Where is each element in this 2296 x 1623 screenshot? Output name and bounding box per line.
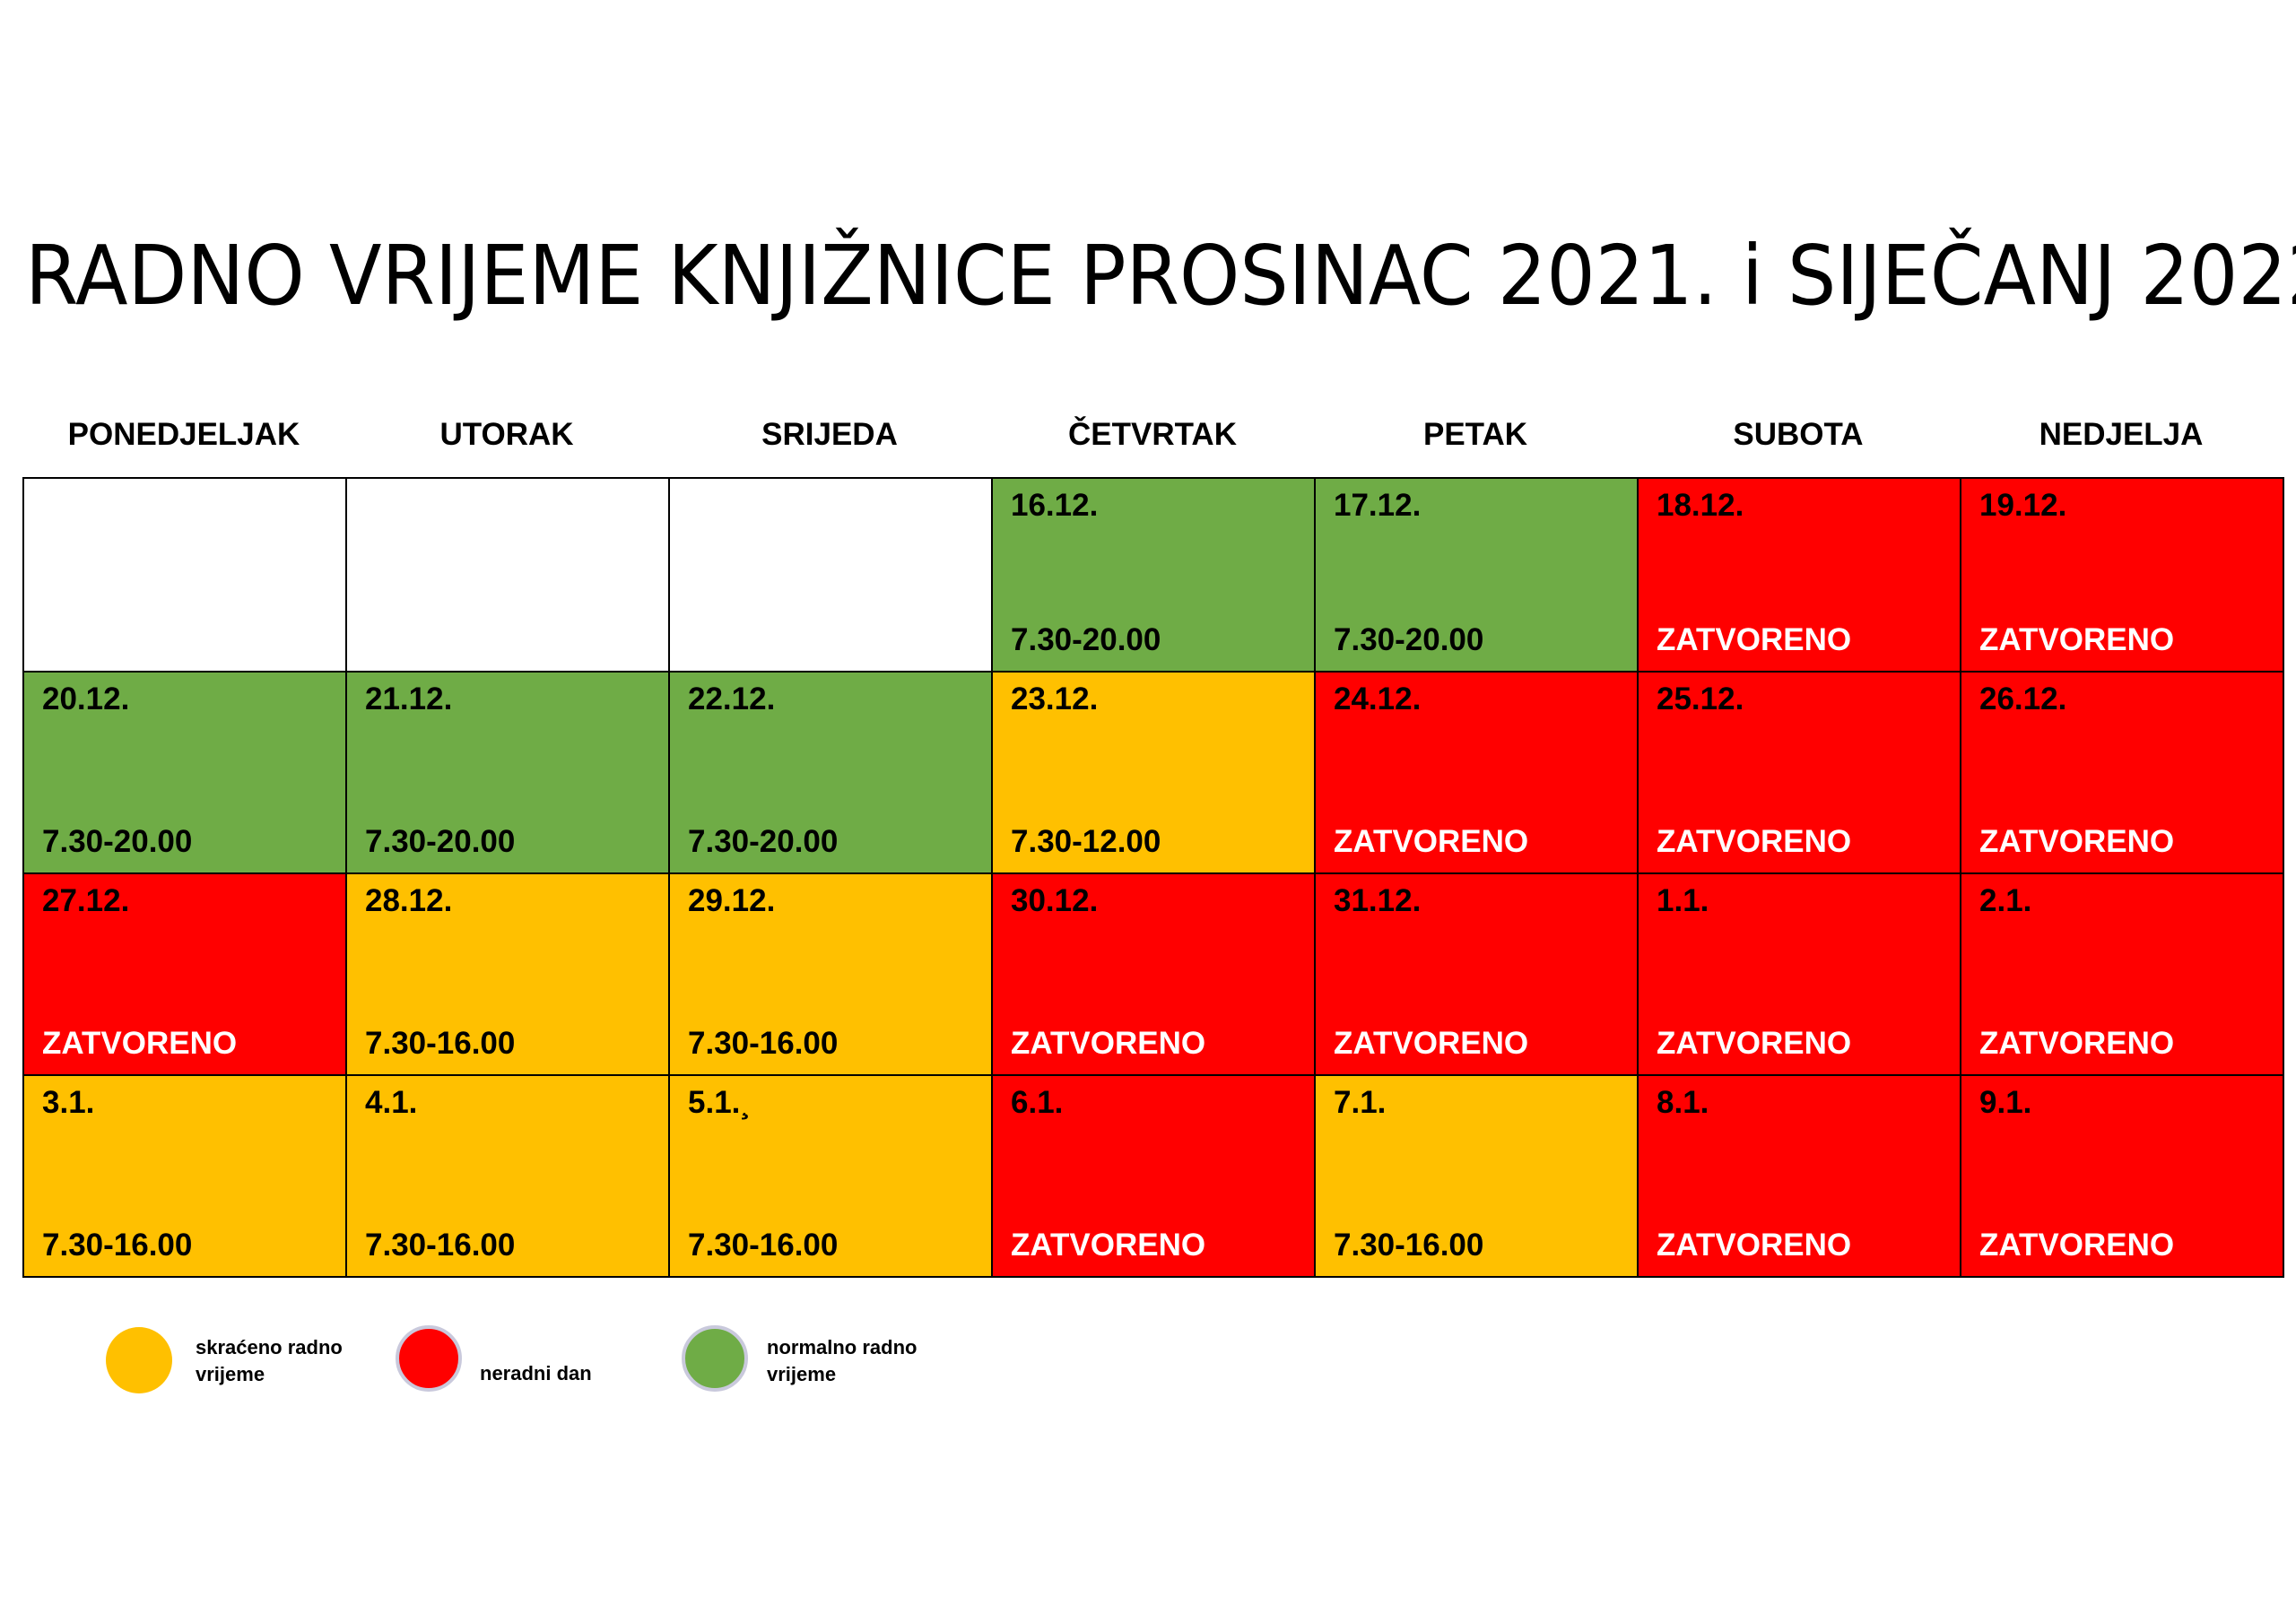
day-hours: 7.30-16.00 xyxy=(42,1228,193,1263)
day-hours: ZATVORENO xyxy=(1657,622,1852,657)
day-hours: ZATVORENO xyxy=(1979,824,2175,859)
page-title: RADNO VRIJEME KNJIŽNICE PROSINAC 2021. i… xyxy=(25,228,2296,324)
day-hours: ZATVORENO xyxy=(1657,824,1852,859)
weekday-tuesday: UTORAK xyxy=(439,417,574,452)
weekday-thursday: ČETVRTAK xyxy=(1068,417,1237,452)
day-hours: 7.30-16.00 xyxy=(688,1026,839,1061)
day-hours: ZATVORENO xyxy=(1979,1228,2175,1263)
day-hours: ZATVORENO xyxy=(1011,1228,1206,1263)
day-date: 28.12. xyxy=(365,883,453,918)
day-hours: ZATVORENO xyxy=(1334,824,1529,859)
weekday-header-row: PONEDJELJAK UTORAK SRIJEDA ČETVRTAK PETA… xyxy=(22,412,2283,457)
day-date: 16.12. xyxy=(1011,488,1099,523)
day-hours: 7.30-16.00 xyxy=(365,1228,516,1263)
day-cell: 21.12. 7.30-20.00 xyxy=(347,673,670,874)
day-cell: 18.12. ZATVORENO xyxy=(1639,479,1961,673)
day-date: 17.12. xyxy=(1334,488,1422,523)
legend-closed-dot xyxy=(396,1325,462,1392)
legend-closed-label: neradni dan xyxy=(480,1362,592,1384)
day-date: 7.1. xyxy=(1334,1085,1387,1120)
day-date: 1.1. xyxy=(1657,883,1709,918)
day-hours: 7.30-16.00 xyxy=(365,1026,516,1061)
day-hours: 7.30-20.00 xyxy=(688,824,839,859)
day-cell: 8.1. ZATVORENO xyxy=(1639,1076,1961,1278)
day-cell xyxy=(24,479,347,673)
weekday-saturday: SUBOTA xyxy=(1733,417,1864,452)
day-date: 18.12. xyxy=(1657,488,1744,523)
day-date: 9.1. xyxy=(1979,1085,2032,1120)
day-hours: 7.30-20.00 xyxy=(42,824,193,859)
day-date: 3.1. xyxy=(42,1085,95,1120)
day-cell: 20.12. 7.30-20.00 xyxy=(24,673,347,874)
day-hours: 7.30-20.00 xyxy=(1334,622,1484,657)
schedule-grid: 16.12. 7.30-20.00 17.12. 7.30-20.00 18.12.… xyxy=(22,477,2284,1278)
day-hours: ZATVORENO xyxy=(1979,1026,2175,1061)
legend-shortened-dot xyxy=(106,1327,172,1393)
day-date: 2.1. xyxy=(1979,883,2032,918)
day-date: 20.12. xyxy=(42,681,130,716)
weekday-monday: PONEDJELJAK xyxy=(67,417,300,452)
day-date: 4.1. xyxy=(365,1085,418,1120)
day-date: 24.12. xyxy=(1334,681,1422,716)
day-date: 6.1. xyxy=(1011,1085,1064,1120)
day-cell xyxy=(670,479,993,673)
day-cell: 22.12. 7.30-20.00 xyxy=(670,673,993,874)
legend-normal-label: normalno radno vrijeme xyxy=(767,1336,918,1385)
day-hours: ZATVORENO xyxy=(1011,1026,1206,1061)
day-cell: 4.1. 7.30-16.00 xyxy=(347,1076,670,1278)
day-cell: 2.1. ZATVORENO xyxy=(1961,874,2284,1076)
day-date: 21.12. xyxy=(365,681,453,716)
day-hours: 7.30-16.00 xyxy=(688,1228,839,1263)
day-cell: 29.12. 7.30-16.00 xyxy=(670,874,993,1076)
day-cell: 26.12. ZATVORENO xyxy=(1961,673,2284,874)
day-hours: 7.30-12.00 xyxy=(1011,824,1161,859)
day-cell: 17.12. 7.30-20.00 xyxy=(1316,479,1639,673)
day-cell: 19.12. ZATVORENO xyxy=(1961,479,2284,673)
legend-normal-dot xyxy=(682,1325,748,1392)
day-cell: 7.1. 7.30-16.00 xyxy=(1316,1076,1639,1278)
day-date: 27.12. xyxy=(42,883,130,918)
day-cell: 1.1. ZATVORENO xyxy=(1639,874,1961,1076)
day-cell xyxy=(347,479,670,673)
day-date: 25.12. xyxy=(1657,681,1744,716)
weekday-sunday: NEDJELJA xyxy=(2039,417,2204,452)
day-date: 26.12. xyxy=(1979,681,2067,716)
day-hours: ZATVORENO xyxy=(1979,622,2175,657)
day-date: 5.1.¸ xyxy=(688,1085,752,1120)
day-date: 29.12. xyxy=(688,883,776,918)
legend-shortened-label: skraćeno radno vrijeme xyxy=(196,1336,343,1385)
day-hours: 7.30-20.00 xyxy=(1011,622,1161,657)
day-cell: 3.1. 7.30-16.00 xyxy=(24,1076,347,1278)
day-cell: 16.12. 7.30-20.00 xyxy=(993,479,1316,673)
day-cell: 31.12. ZATVORENO xyxy=(1316,874,1639,1076)
weekday-friday: PETAK xyxy=(1422,417,1528,452)
day-date: 22.12. xyxy=(688,681,776,716)
day-date: 23.12. xyxy=(1011,681,1099,716)
day-cell: 5.1.¸ 7.30-16.00 xyxy=(670,1076,993,1278)
day-hours: ZATVORENO xyxy=(42,1026,238,1061)
day-date: 30.12. xyxy=(1011,883,1099,918)
day-date: 8.1. xyxy=(1657,1085,1709,1120)
day-hours: ZATVORENO xyxy=(1657,1026,1852,1061)
day-hours: ZATVORENO xyxy=(1657,1228,1852,1263)
day-cell: 9.1. ZATVORENO xyxy=(1961,1076,2284,1278)
day-date: 19.12. xyxy=(1979,488,2067,523)
day-hours: 7.30-20.00 xyxy=(365,824,516,859)
day-cell: 6.1. ZATVORENO xyxy=(993,1076,1316,1278)
day-cell: 24.12. ZATVORENO xyxy=(1316,673,1639,874)
day-date: 31.12. xyxy=(1334,883,1422,918)
day-hours: ZATVORENO xyxy=(1334,1026,1529,1061)
day-cell: 28.12. 7.30-16.00 xyxy=(347,874,670,1076)
day-cell: 30.12. ZATVORENO xyxy=(993,874,1316,1076)
day-cell: 23.12. 7.30-12.00 xyxy=(993,673,1316,874)
day-cell: 27.12. ZATVORENO xyxy=(24,874,347,1076)
day-hours: 7.30-16.00 xyxy=(1334,1228,1484,1263)
day-cell: 25.12. ZATVORENO xyxy=(1639,673,1961,874)
weekday-wednesday: SRIJEDA xyxy=(761,417,898,452)
